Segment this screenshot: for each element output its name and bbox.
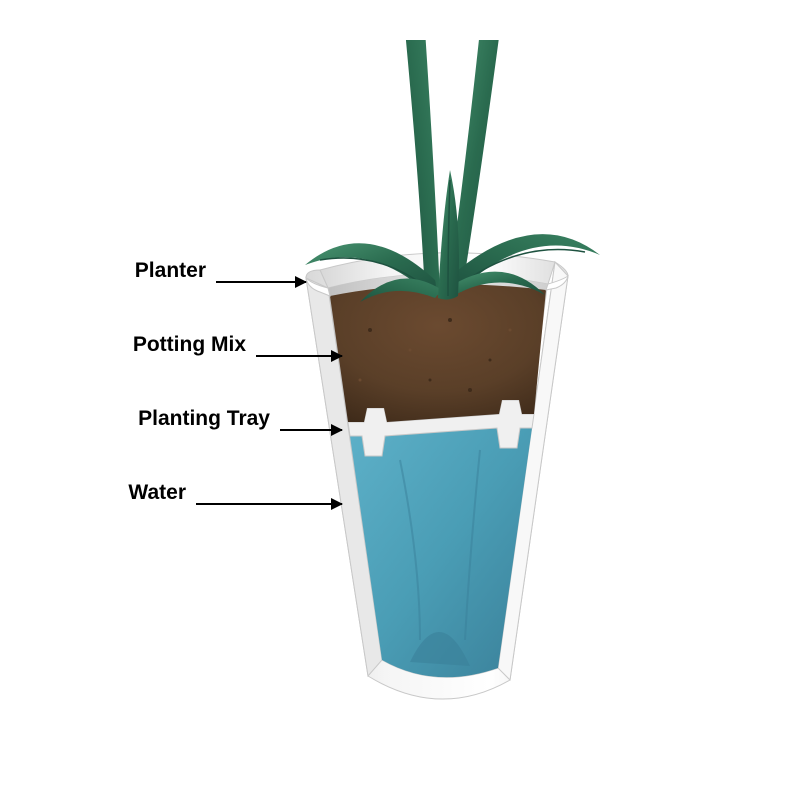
arrow-planting-tray — [280, 429, 342, 431]
label-water: Water — [128, 481, 186, 505]
label-planting-tray: Planting Tray — [138, 407, 270, 431]
label-potting-mix: Potting Mix — [133, 333, 246, 357]
arrow-water — [196, 503, 342, 505]
label-planter: Planter — [135, 259, 206, 283]
planter-cutaway-illustration — [270, 40, 670, 760]
planter-diagram: Planter Potting Mix Planting Tray Water — [0, 0, 800, 800]
arrow-planter — [216, 281, 306, 283]
arrow-potting-mix — [256, 355, 342, 357]
